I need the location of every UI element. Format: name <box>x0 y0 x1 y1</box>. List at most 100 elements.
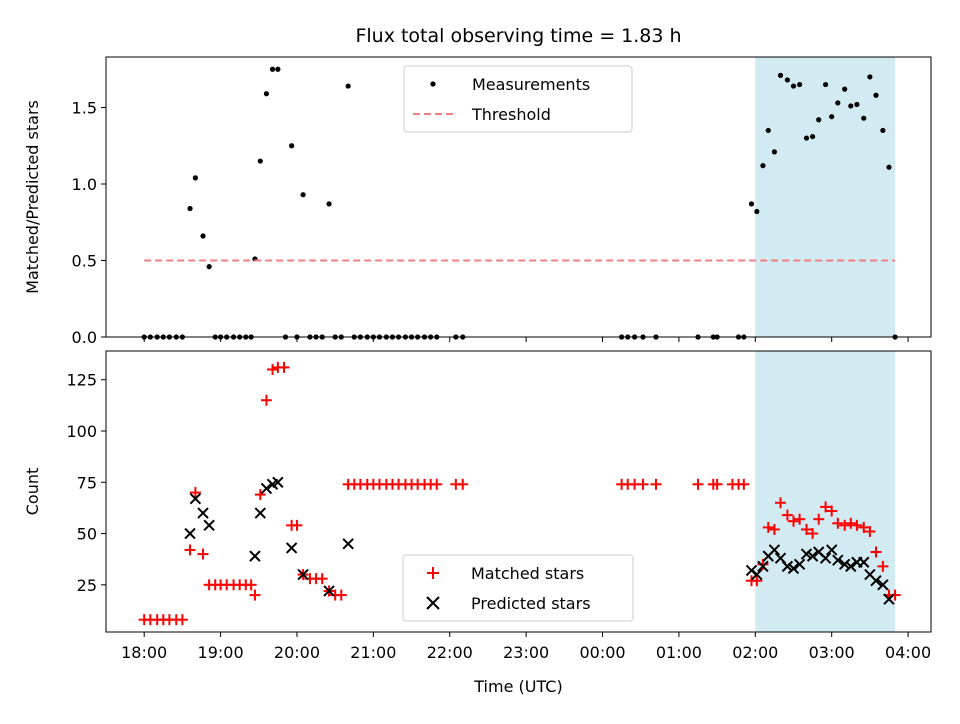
matched-stars-point <box>794 513 806 525</box>
matched-stars-point <box>189 487 201 499</box>
measurement-point <box>886 164 892 170</box>
matched-stars-point <box>826 505 838 517</box>
measurement-point <box>842 86 848 92</box>
measurement-point <box>206 264 212 270</box>
matched-stars-point <box>650 478 662 490</box>
x-tick-label: 01:00 <box>656 643 702 662</box>
predicted-stars-point <box>285 542 298 554</box>
legend-predicted-label: Predicted stars <box>471 594 591 613</box>
y-tick-label: 75 <box>77 473 97 492</box>
measurement-point <box>835 100 841 106</box>
measurement-point <box>192 175 198 181</box>
matched-stars-point <box>637 478 649 490</box>
measurement-point <box>829 114 835 120</box>
predicted-stars-point <box>260 482 273 495</box>
bottom-panel-frame <box>105 350 932 633</box>
bottom-panel-y-ticks: 25 50 75 100 125 <box>66 371 106 595</box>
x-axis-label: Time (UTC) <box>473 677 562 696</box>
x-tick-label: 22:00 <box>427 643 473 662</box>
matched-stars-point <box>184 544 196 556</box>
bottom-panel-marks <box>138 361 901 626</box>
predicted-stars-point <box>877 579 889 591</box>
measurement-point <box>345 83 351 89</box>
measurement-point <box>760 163 766 169</box>
matched-stars-point <box>820 501 832 513</box>
x-tick-label: 02:00 <box>732 643 778 662</box>
matched-stars-point <box>851 519 863 531</box>
x-tick-label: 03:00 <box>809 643 855 662</box>
matched-stars-point <box>788 515 799 527</box>
bottom-panel-legend: Matched stars Predicted stars <box>402 554 634 622</box>
top-panel-frame <box>105 56 932 338</box>
matched-stars-point <box>291 519 303 531</box>
top-panel: 0.0 0.5 1.0 1.5 Flux total observing time =… <box>23 25 932 347</box>
y-tick-label: 1.0 <box>72 175 97 194</box>
matched-stars-point <box>858 521 870 533</box>
predicted-stars-point <box>768 544 781 556</box>
matched-stars-point <box>692 478 704 490</box>
predicted-stars-point <box>858 556 870 568</box>
measurement-point <box>748 201 755 207</box>
legend-measurements-label: Measurements <box>472 75 590 94</box>
predicted-stars-point <box>189 492 202 505</box>
predicted-stars-point <box>870 575 882 587</box>
y-tick-label: 0.5 <box>72 251 97 270</box>
predicted-stars-point <box>197 507 209 519</box>
measurement-point <box>300 192 306 198</box>
measurement-point <box>765 127 771 134</box>
matched-stars-point <box>800 523 812 535</box>
y-tick-label: 25 <box>77 576 97 595</box>
predicted-stars-point <box>825 544 838 556</box>
matched-stars-point <box>832 517 844 529</box>
chart-title: Flux total observing time = 1.83 h <box>355 25 681 47</box>
measurement-point <box>269 66 276 72</box>
measurement-point <box>848 103 854 109</box>
matched-stars-point <box>316 573 328 585</box>
measurement-point <box>187 205 193 212</box>
matched-stars-point <box>870 546 882 558</box>
matched-stars-point <box>845 517 857 529</box>
matched-stars-point <box>431 478 443 490</box>
observing-window-highlight <box>755 57 896 337</box>
matched-stars-point <box>775 497 787 509</box>
matched-stars-point <box>864 525 876 537</box>
matched-stars-point <box>751 575 763 587</box>
matched-stars-point <box>877 560 889 572</box>
top-panel-y-axis-label: Matched/Predicted stars <box>23 100 42 294</box>
y-tick-label: 100 <box>66 422 97 441</box>
bottom-panel-x-ticks: 18:00 19:00 20:00 21:00 22:00 23:00 00:00 01:00… <box>121 632 931 662</box>
predicted-stars-point <box>272 476 284 488</box>
measurement-point <box>790 83 797 89</box>
measurement-point <box>861 115 867 121</box>
predicted-stars-point <box>781 560 794 573</box>
x-tick-label: 00:00 <box>579 643 625 662</box>
measurement-point <box>784 77 790 83</box>
matched-stars-point <box>335 589 347 601</box>
predicted-stars-point <box>297 568 309 581</box>
observing-window-highlight <box>755 351 896 632</box>
x-tick-label: 21:00 <box>350 643 396 662</box>
measurement-point <box>200 233 206 239</box>
matched-stars-point <box>245 579 257 591</box>
predicted-stars-point <box>832 554 844 566</box>
bottom-panel: 25 50 75 100 125 18:00 19:00 20:00 21:00 22:00 23… <box>23 350 932 696</box>
matched-stars-point <box>889 589 901 601</box>
predicted-stars-point <box>838 558 851 571</box>
matched-stars-point <box>768 523 780 535</box>
matched-stars-point <box>249 589 261 601</box>
x-tick-label: 23:00 <box>503 643 549 662</box>
predicted-stars-point <box>203 519 215 532</box>
matched-stars-point <box>457 478 469 490</box>
legend-matched-marker <box>427 567 439 579</box>
y-tick-label: 50 <box>77 525 97 544</box>
predicted-stars-point <box>845 560 857 573</box>
measurement-point <box>867 74 873 80</box>
predicted-stars-point <box>793 558 806 571</box>
measurement-point <box>275 66 281 72</box>
predicted-stars-point <box>254 507 267 519</box>
measurement-point <box>809 133 816 140</box>
measurement-point <box>257 158 263 164</box>
measurement-point <box>873 92 879 98</box>
measurement-point <box>289 143 295 149</box>
legend-threshold-label: Threshold <box>471 105 551 124</box>
